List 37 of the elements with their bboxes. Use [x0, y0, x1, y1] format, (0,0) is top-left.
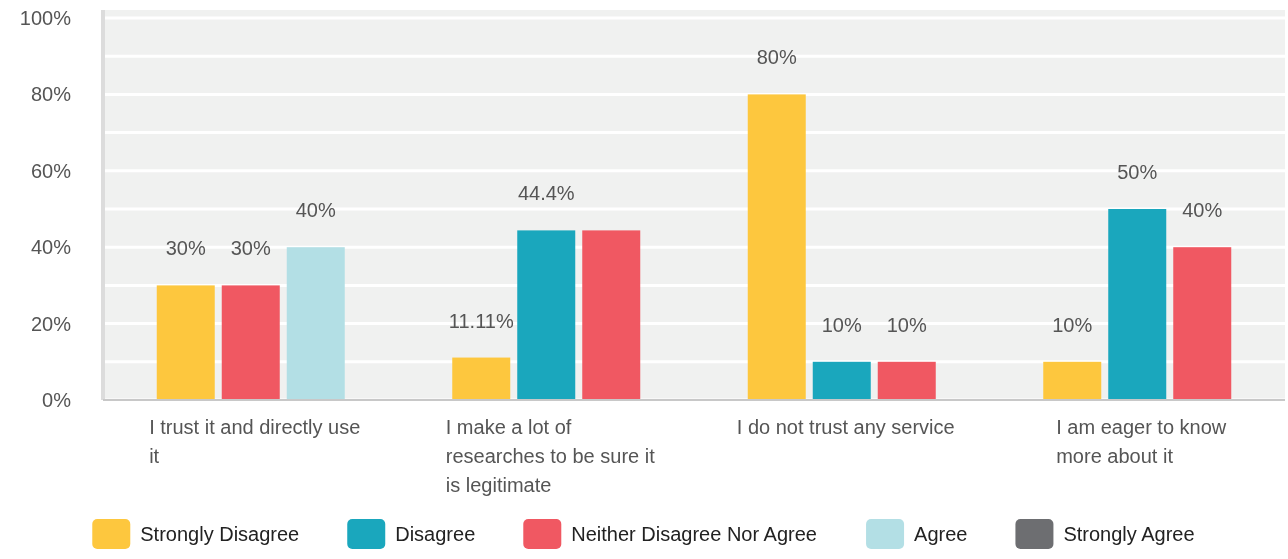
bar [1043, 361, 1102, 400]
x-tick-label: I make a lot of researches to be sure it is legitimate [445, 416, 656, 496]
legend-label: Disagree [395, 523, 476, 545]
x-tick-label: I trust it and directly use it [149, 416, 361, 467]
y-tick-label: 40% [30, 236, 72, 259]
data-label: 10% [1052, 313, 1093, 336]
legend-label: Agree [914, 523, 968, 545]
y-tick-label: 100% [19, 7, 72, 29]
bar [1173, 247, 1232, 400]
x-tick-label: I do not trust any service [736, 416, 955, 438]
bar [812, 361, 871, 400]
data-label: 10% [821, 313, 862, 336]
bar [1108, 209, 1167, 400]
legend-label: Strongly Disagree [140, 523, 300, 545]
y-tick-label: 20% [30, 312, 72, 335]
legend-label: Strongly Agree [1063, 523, 1195, 545]
data-label: 40% [295, 199, 336, 222]
bar [517, 230, 576, 400]
x-tick-label: I am eager to know more about it [1056, 416, 1227, 467]
y-tick-label: 80% [30, 83, 72, 106]
bar [286, 247, 345, 400]
data-label: 40% [1182, 199, 1223, 222]
data-label: 44.4% [517, 182, 575, 205]
data-label: 30% [165, 237, 206, 260]
data-label: 10% [886, 313, 927, 336]
bar [747, 94, 806, 400]
y-tick-label: 0% [42, 389, 72, 411]
bar [452, 357, 511, 400]
data-label: 50% [1117, 161, 1158, 183]
data-label: 30% [230, 237, 271, 260]
data-label: 80% [756, 46, 797, 69]
data-label: 11.11% [448, 309, 514, 332]
bar [582, 230, 641, 400]
legend-label: Neither Disagree Nor Agree [571, 523, 817, 545]
y-tick-label: 60% [30, 159, 72, 182]
bar [156, 285, 215, 400]
bar [877, 361, 936, 400]
